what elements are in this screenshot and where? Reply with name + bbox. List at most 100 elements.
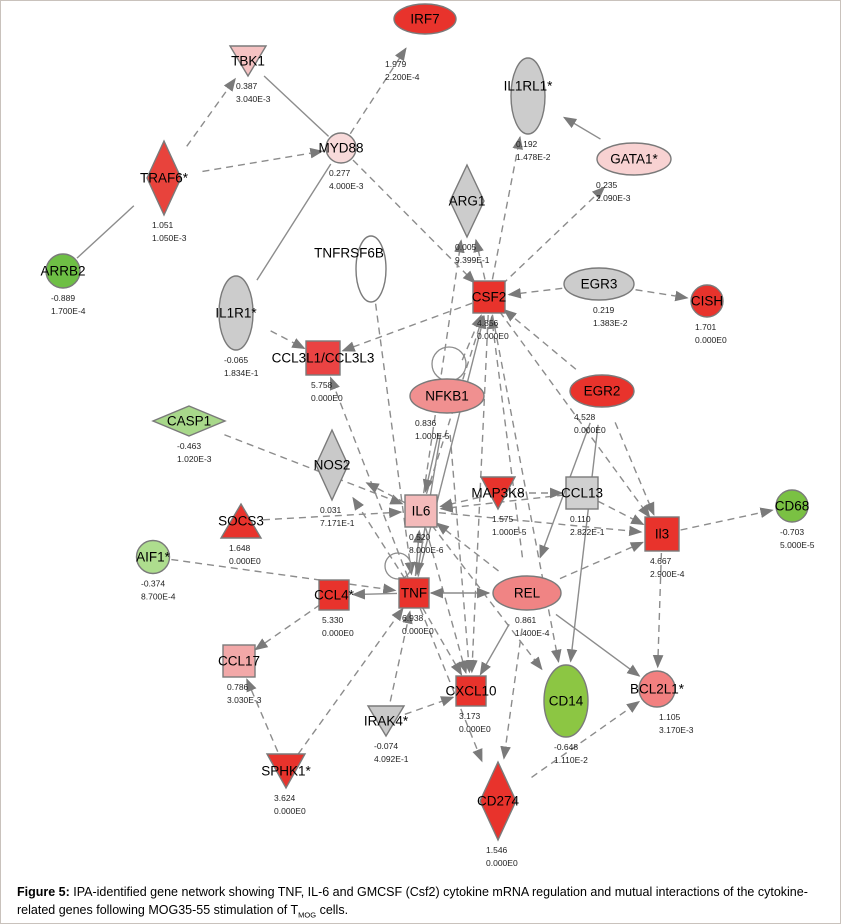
- node-MYD88[interactable]: MYD88 0.277 4.000E-3: [318, 132, 364, 191]
- node-pvalue: 1.020E-3: [177, 454, 212, 464]
- edge-IRAK4-CXCL10: [404, 696, 455, 716]
- edge-EGR2-CD14: [566, 424, 599, 663]
- node-shape-ellipse: [563, 267, 635, 301]
- node-shape-tri-up: [219, 502, 263, 539]
- node-CD68[interactable]: CD68 -0.703 5.000E-5: [775, 489, 815, 550]
- node-IL6[interactable]: IL6 0.520 8.000E-6: [404, 494, 444, 555]
- node-label: EGR3: [581, 277, 618, 292]
- node-CASP1[interactable]: CASP1 -0.463 1.020E-3: [151, 405, 227, 464]
- node-pvalue: 7.171E-1: [320, 518, 355, 528]
- node-GATA1[interactable]: GATA1* 0.235 2.090E-3: [596, 142, 672, 203]
- node-shape-square: [472, 280, 506, 314]
- node-fold-change: 1.701: [695, 322, 717, 332]
- node-IL1RL1[interactable]: IL1RL1* 0.192 1.478E-2: [504, 57, 554, 162]
- node-TBK1[interactable]: TBK1 0.387 3.040E-3: [228, 45, 271, 104]
- node-CXCL10[interactable]: CXCL10 3.173 0.000E0: [445, 675, 497, 734]
- node-IL1R1[interactable]: IL1R1* -0.065 1.834E-1: [215, 275, 259, 378]
- node-fold-change: 1.979: [385, 59, 407, 69]
- node-pvalue: 0.000E0: [274, 806, 306, 816]
- node-label: AIF1*: [136, 550, 171, 565]
- node-CSF2[interactable]: CSF2 4.856 0.000E0: [472, 280, 509, 341]
- edge-MYD88-CSF2: [352, 159, 476, 284]
- node-CCL3L1[interactable]: CCL3L1/CCL3L3 5.758 0.000E0: [272, 340, 375, 403]
- node-IL3[interactable]: Il3 4.667 2.900E-4: [644, 516, 685, 579]
- node-fold-change: 1.546: [486, 845, 508, 855]
- edge-REL-CD274: [500, 628, 523, 760]
- node-label: CD274: [477, 794, 520, 809]
- node-NOS2[interactable]: NOS2 0.031 7.171E-1: [314, 428, 355, 528]
- node-label: IRAK4*: [364, 714, 409, 729]
- node-EGR2[interactable]: EGR2 4.528 0.000E0: [569, 374, 635, 435]
- node-EGR3[interactable]: EGR3 0.219 1.383E-2: [563, 267, 635, 328]
- node-label: NOS2: [314, 458, 351, 473]
- node-TNFRSF6B[interactable]: TNFRSF6B: [314, 235, 387, 303]
- edge-NFKB1-CXCL10: [449, 434, 474, 674]
- node-fold-change: -0.374: [141, 579, 165, 589]
- node-label: MAP3K8: [471, 486, 524, 501]
- edge-EGR2-CSF2: [503, 308, 577, 370]
- node-CD14[interactable]: CD14 -0.648 1.110E-2: [543, 664, 589, 765]
- node-label: TNF: [401, 586, 427, 601]
- edge-IL1R1-MYD88: [256, 163, 332, 281]
- edge-TRAF6-MYD88: [202, 147, 324, 173]
- node-shape-square: [398, 577, 430, 609]
- node-SPHK1[interactable]: SPHK1* 3.624 0.000E0: [261, 753, 312, 816]
- node-CCL17[interactable]: CCL17 0.786 3.030E-3: [218, 644, 262, 705]
- node-REL[interactable]: REL 0.861 1.400E-4: [492, 575, 562, 638]
- node-SOCS3[interactable]: SOCS3 1.648 0.000E0: [218, 502, 264, 566]
- node-CD274[interactable]: CD274 1.546 0.000E0: [477, 760, 520, 868]
- node-pvalue: 4.000E-3: [329, 181, 364, 191]
- node-pvalue: 8.000E-6: [409, 545, 444, 555]
- gene-network-diagram: TBK1 0.387 3.040E-3 IRF7 1.979 2.200E-4 TRAF6*…: [40, 3, 815, 868]
- node-pvalue: 0.000E0: [229, 556, 261, 566]
- node-TNF[interactable]: TNF 6.938 0.000E0: [398, 577, 434, 636]
- edge-SPHK1-TNF: [297, 607, 404, 755]
- node-AIF1[interactable]: AIF1* -0.374 8.700E-4: [135, 539, 176, 602]
- node-shape-circle: [690, 284, 724, 318]
- node-pvalue: 1.110E-2: [554, 755, 588, 765]
- node-CCL13[interactable]: CCL13 0.110 2.822E-1: [561, 476, 605, 537]
- node-ARRB2[interactable]: ARRB2 -0.889 1.700E-4: [40, 253, 86, 316]
- node-shape-vdiamond: [479, 760, 517, 842]
- node-shape-vellipse: [355, 235, 387, 303]
- node-pvalue: 1.050E-3: [152, 233, 187, 243]
- node-fold-change: -0.648: [554, 742, 578, 752]
- node-TRAF6[interactable]: TRAF6* 1.051 1.050E-3: [140, 139, 189, 243]
- node-fold-change: -0.889: [51, 293, 75, 303]
- node-fold-change: 4.528: [574, 412, 596, 422]
- node-shape-ellipse: [569, 374, 635, 408]
- edge-IRAK4-TNF: [389, 610, 413, 702]
- node-NFKB1[interactable]: NFKB1 0.836 1.000E-5: [409, 378, 485, 441]
- node-ARG1[interactable]: ARG1 0.005 9.399E-1: [449, 163, 490, 265]
- node-shape-circle: [135, 539, 171, 575]
- node-fold-change: 1.648: [229, 543, 251, 553]
- node-pvalue: 0.000E0: [477, 331, 509, 341]
- edge-MYD88-TBK1: [263, 75, 330, 137]
- node-fold-change: 0.277: [329, 168, 351, 178]
- edge-TNFRSF6B-TNF: [374, 303, 416, 576]
- edge-REL-CSF2: [487, 315, 524, 558]
- node-fold-change: 0.110: [570, 514, 591, 524]
- node-label: IL1RL1*: [504, 79, 554, 94]
- node-shape-circle: [45, 253, 81, 289]
- edge-REL-CXCL10: [479, 623, 510, 676]
- node-pvalue: 3.170E-3: [659, 725, 694, 735]
- node-pvalue: 0.000E0: [695, 335, 727, 345]
- node-MAP3K8[interactable]: MAP3K8 1.575 1.000E-5: [471, 476, 527, 537]
- node-CCL4[interactable]: CCL4* 5.330 0.000E0: [314, 579, 355, 638]
- node-BCL2L1[interactable]: BCL2L1* 1.105 3.170E-3: [630, 670, 694, 735]
- node-label: ARG1: [449, 194, 486, 209]
- node-fold-change: 0.786: [227, 682, 249, 692]
- node-label: CCL3L1/CCL3L3: [272, 351, 375, 366]
- node-shape-vdiamond: [449, 163, 485, 239]
- node-CISH[interactable]: CISH 1.701 0.000E0: [690, 284, 727, 345]
- node-fold-change: 1.575: [492, 514, 514, 524]
- node-IRF7[interactable]: IRF7 1.979 2.200E-4: [385, 3, 457, 82]
- node-pvalue: 1.700E-4: [51, 306, 86, 316]
- edge-TNF-CCL4: [351, 588, 398, 600]
- edge-IL3-CD68: [680, 507, 774, 531]
- edge-IL6-CXCL10: [425, 528, 468, 674]
- node-IRAK4[interactable]: IRAK4* -0.074 4.092E-1: [364, 705, 409, 764]
- node-label: REL: [514, 586, 541, 601]
